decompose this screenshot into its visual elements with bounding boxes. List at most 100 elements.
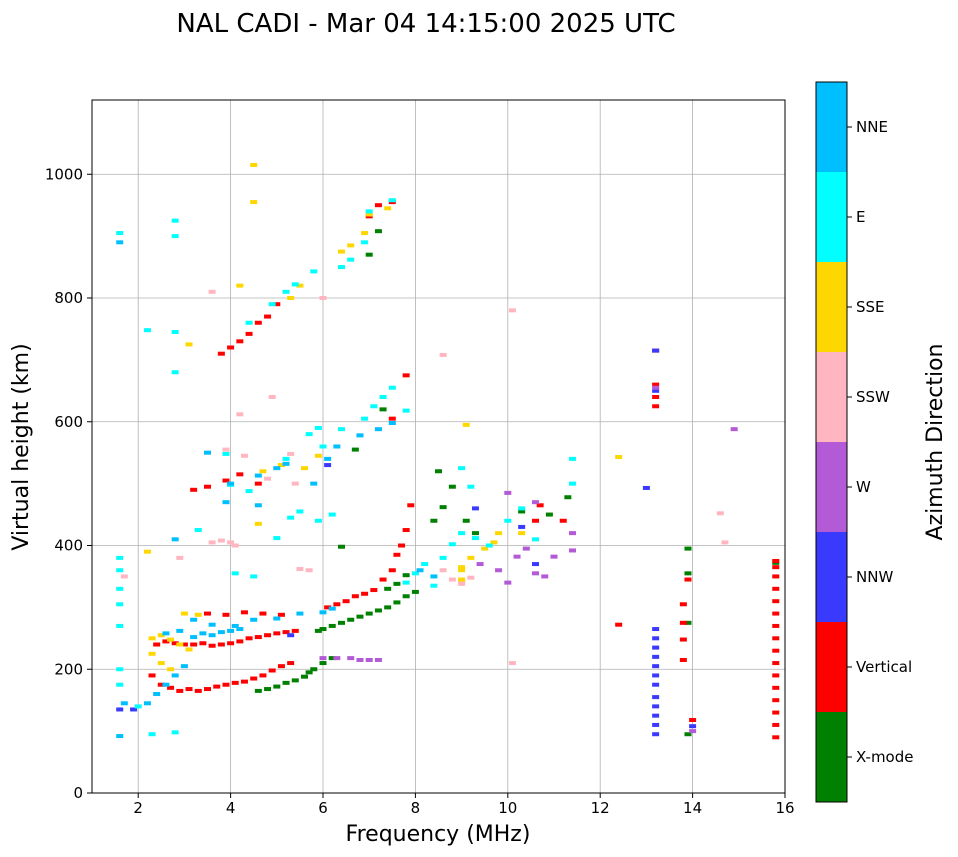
data-point bbox=[518, 509, 526, 514]
data-point bbox=[721, 540, 729, 545]
series-nnw bbox=[116, 348, 697, 737]
data-point bbox=[448, 484, 456, 489]
data-point bbox=[231, 571, 239, 576]
data-point bbox=[684, 620, 692, 625]
data-point bbox=[430, 518, 438, 523]
colorbar-tick-label: NNW bbox=[856, 568, 893, 586]
data-point bbox=[199, 641, 207, 646]
data-point bbox=[356, 433, 364, 438]
data-point bbox=[310, 269, 318, 274]
data-point bbox=[568, 456, 576, 461]
data-point bbox=[337, 620, 345, 625]
data-point bbox=[116, 231, 124, 236]
data-point bbox=[236, 412, 244, 417]
data-point bbox=[176, 628, 184, 633]
data-point bbox=[222, 478, 230, 483]
data-point bbox=[236, 339, 244, 344]
data-point bbox=[171, 730, 179, 735]
data-point bbox=[273, 302, 281, 307]
chart-title: NAL CADI - Mar 04 14:15:00 2025 UTC bbox=[176, 9, 675, 39]
data-point bbox=[337, 544, 345, 549]
data-point bbox=[167, 637, 175, 642]
data-point bbox=[421, 562, 429, 567]
data-point bbox=[176, 555, 184, 560]
data-point bbox=[194, 688, 202, 693]
data-point bbox=[351, 594, 359, 599]
data-point bbox=[236, 283, 244, 288]
data-point bbox=[204, 687, 211, 692]
data-point bbox=[689, 717, 697, 722]
data-point bbox=[439, 352, 447, 357]
data-point bbox=[185, 342, 193, 347]
data-point bbox=[231, 623, 239, 628]
data-point bbox=[652, 673, 660, 678]
data-point bbox=[435, 469, 442, 474]
data-point bbox=[190, 487, 198, 492]
data-point bbox=[245, 636, 253, 641]
data-point bbox=[217, 538, 225, 543]
data-point bbox=[388, 416, 396, 421]
data-point bbox=[250, 200, 258, 205]
data-point bbox=[116, 707, 124, 712]
data-point bbox=[652, 388, 660, 393]
data-point bbox=[568, 548, 576, 553]
data-point bbox=[254, 473, 262, 478]
data-point bbox=[116, 734, 124, 739]
data-point bbox=[171, 370, 179, 375]
data-point bbox=[504, 518, 512, 523]
data-point bbox=[337, 249, 345, 254]
data-point bbox=[652, 682, 660, 687]
y-axis-label: Virtual height (km) bbox=[9, 343, 34, 550]
data-point bbox=[305, 568, 313, 573]
data-point bbox=[439, 568, 447, 573]
data-point bbox=[684, 571, 692, 576]
colorbar-segment bbox=[816, 532, 847, 622]
data-point bbox=[116, 568, 124, 573]
data-point bbox=[153, 642, 161, 647]
data-point bbox=[476, 562, 484, 567]
data-point bbox=[448, 542, 456, 547]
data-point bbox=[310, 481, 318, 486]
data-point bbox=[347, 257, 355, 262]
data-point bbox=[393, 581, 401, 586]
colorbar-tick-label: X-mode bbox=[856, 748, 913, 766]
data-point bbox=[254, 503, 262, 508]
data-point bbox=[615, 622, 623, 627]
data-point bbox=[652, 395, 660, 399]
data-point bbox=[231, 680, 239, 685]
data-point bbox=[259, 673, 267, 678]
data-point bbox=[772, 611, 780, 616]
data-point bbox=[236, 472, 244, 477]
data-point bbox=[532, 537, 540, 542]
y-tick-label: 600 bbox=[54, 413, 83, 431]
data-point bbox=[772, 586, 780, 591]
data-point bbox=[772, 735, 780, 740]
data-point bbox=[319, 656, 327, 661]
data-point bbox=[772, 685, 780, 690]
data-point bbox=[273, 536, 281, 541]
data-point bbox=[684, 732, 692, 737]
x-tick-label: 14 bbox=[683, 799, 702, 817]
data-point bbox=[652, 348, 660, 353]
data-point bbox=[254, 481, 262, 486]
data-point bbox=[324, 463, 332, 468]
data-point bbox=[772, 698, 780, 703]
data-point bbox=[384, 206, 392, 211]
colorbar-segment bbox=[816, 352, 847, 442]
data-point bbox=[259, 611, 267, 616]
data-point bbox=[217, 642, 225, 647]
data-point bbox=[374, 427, 382, 432]
data-point bbox=[162, 631, 170, 636]
data-point bbox=[236, 639, 244, 644]
data-point bbox=[462, 518, 470, 523]
data-point bbox=[185, 687, 193, 692]
data-point bbox=[652, 654, 660, 659]
data-point bbox=[772, 722, 780, 727]
data-point bbox=[379, 407, 387, 412]
data-point bbox=[287, 515, 295, 520]
x-tick-label: 16 bbox=[775, 799, 794, 817]
data-point bbox=[296, 509, 304, 514]
data-point bbox=[227, 481, 235, 486]
x-tick-label: 12 bbox=[591, 799, 610, 817]
data-point bbox=[730, 427, 738, 432]
